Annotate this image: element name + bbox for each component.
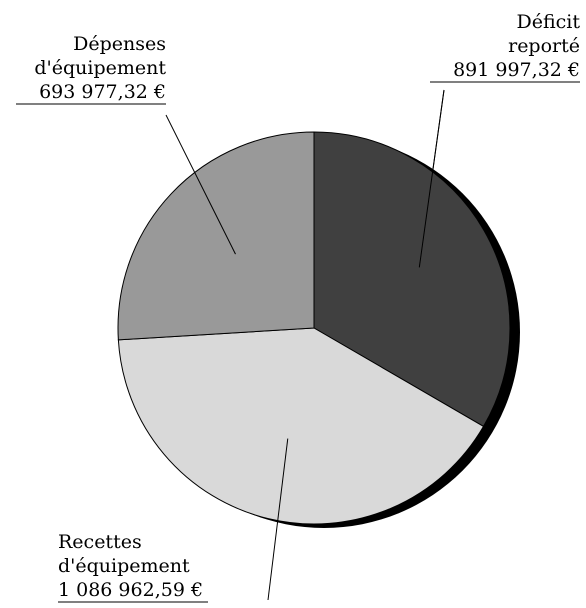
pie-slice-3: [117, 131, 315, 341]
slice-label-2-line-3: 1 086 962,59 €: [58, 579, 203, 601]
pie-slice-2: [117, 327, 485, 525]
leader-line-2: [267, 438, 289, 601]
slice-label-3-line-3: 693 977,32 €: [39, 81, 166, 103]
leader-line-3: [165, 114, 236, 255]
slice-label-3-line-1: Dépenses: [73, 33, 166, 55]
slice-label-3-line-2: d'équipement: [34, 57, 166, 79]
slice-label-3: Dépenses d'équipement 693 977,32 €: [34, 33, 166, 103]
slice-label-2-line-1: Recettes: [58, 531, 142, 553]
slice-label-1-line-1: Déficit: [516, 11, 580, 33]
slice-label-1-line-2: reporté: [508, 35, 580, 57]
slice-labels: Déficit reporté 891 997,32 €Recettes d'équi…: [34, 11, 580, 601]
slice-label-2: Recettes d'équipement 1 086 962,59 €: [58, 531, 203, 601]
pie-slice-1: [313, 131, 511, 428]
leader-lines: [16, 81, 580, 603]
slice-label-1: Déficit reporté 891 997,32 €: [453, 11, 580, 81]
leader-line-1-outer: [432, 89, 445, 170]
slice-label-1-line-3: 891 997,32 €: [453, 59, 580, 81]
pie-slices: [117, 131, 511, 525]
slice-label-2-line-2: d'équipement: [58, 555, 190, 577]
